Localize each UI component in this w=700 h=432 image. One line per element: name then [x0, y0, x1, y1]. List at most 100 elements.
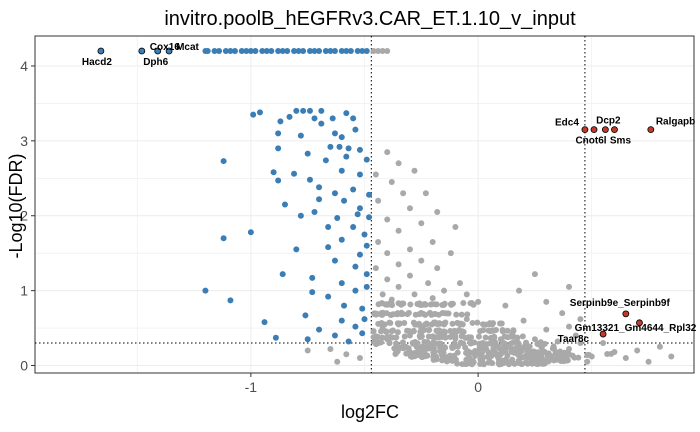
point-not-significant	[379, 47, 386, 54]
point-down-significant	[297, 212, 304, 219]
point-not-significant	[384, 47, 391, 54]
point-not-significant	[492, 326, 499, 333]
point-down-significant	[279, 271, 286, 278]
point-not-significant	[475, 298, 482, 305]
point-down-significant	[363, 156, 370, 163]
point-not-significant	[378, 339, 385, 346]
point-down-significant	[275, 47, 282, 54]
point-down-significant	[286, 113, 293, 120]
point-not-significant	[456, 280, 463, 287]
point-not-significant	[465, 334, 472, 341]
point-down-significant	[350, 223, 357, 230]
point-not-significant	[441, 300, 448, 307]
point-down-significant	[227, 297, 234, 304]
point-not-significant	[543, 298, 550, 305]
point-not-significant	[566, 283, 573, 290]
point-not-significant	[425, 280, 432, 287]
y-axis-ticks: 0 1 2 3 4	[20, 58, 35, 374]
point-down-significant	[256, 109, 263, 116]
point-not-significant	[425, 345, 432, 352]
point-down-significant	[291, 47, 298, 54]
point-down-significant	[338, 280, 345, 287]
point-not-significant	[510, 339, 517, 346]
point-labeled-edc4	[581, 126, 589, 134]
point-not-significant	[384, 216, 391, 223]
point-not-significant	[406, 246, 413, 253]
point-down-significant	[204, 47, 211, 54]
point-not-significant	[514, 339, 521, 346]
point-labeled-serpinb9e-serpinb9f	[622, 310, 630, 318]
point-down-significant	[300, 47, 307, 54]
x-tick-label: 0	[474, 379, 482, 395]
point-not-significant	[520, 317, 527, 324]
point-not-significant	[480, 327, 487, 334]
point-not-significant	[417, 301, 424, 308]
point-label-dcp2: Dcp2	[596, 116, 621, 127]
point-not-significant	[588, 353, 595, 360]
point-not-significant	[480, 361, 487, 368]
point-labeled-dph6	[154, 47, 162, 55]
point-down-significant	[220, 235, 227, 242]
point-not-significant	[464, 311, 471, 318]
point-not-significant	[505, 359, 512, 366]
point-down-significant	[272, 334, 279, 341]
point-not-significant	[419, 354, 426, 361]
point-not-significant	[543, 326, 550, 333]
point-down-significant	[345, 145, 352, 152]
point-down-significant	[247, 229, 254, 236]
point-not-significant	[622, 355, 629, 362]
point-not-significant	[554, 338, 561, 345]
point-down-significant	[354, 47, 361, 54]
point-down-significant	[331, 190, 338, 197]
point-not-significant	[565, 350, 572, 357]
point-not-significant	[406, 272, 413, 279]
point-down-significant	[363, 242, 370, 249]
point-not-significant	[497, 320, 504, 327]
point-not-significant	[467, 340, 474, 347]
point-not-significant	[453, 311, 460, 318]
point-not-significant	[370, 328, 377, 335]
point-down-significant	[363, 47, 370, 54]
point-not-significant	[394, 329, 401, 336]
point-not-significant	[463, 291, 470, 298]
point-down-significant	[338, 134, 345, 141]
point-labeled-dcp2	[601, 126, 609, 134]
point-not-significant	[634, 347, 641, 354]
point-not-significant	[430, 320, 437, 327]
point-not-significant	[429, 238, 436, 245]
point-not-significant	[395, 321, 402, 328]
point-down-significant	[281, 201, 288, 208]
point-label-edc4: Edc4	[555, 118, 579, 129]
point-not-significant	[433, 301, 440, 308]
point-down-significant	[334, 214, 341, 221]
point-not-significant	[645, 358, 652, 365]
point-not-significant	[668, 353, 675, 360]
point-not-significant	[390, 311, 397, 318]
point-not-significant	[577, 340, 584, 347]
point-not-significant	[566, 323, 573, 330]
point-down-significant	[304, 336, 311, 343]
point-down-significant	[311, 47, 318, 54]
point-not-significant	[474, 319, 481, 326]
point-down-significant	[359, 305, 366, 312]
point-not-significant	[433, 327, 440, 334]
y-tick-label: 1	[20, 283, 28, 299]
point-down-significant	[263, 47, 270, 54]
point-not-significant	[398, 311, 405, 318]
point-not-significant	[392, 350, 399, 357]
x-axis-ticks: -1 0	[245, 373, 482, 395]
point-not-significant	[393, 334, 400, 341]
point-not-significant	[577, 316, 584, 323]
point-not-significant	[373, 333, 380, 340]
point-not-significant	[375, 301, 382, 308]
point-down-significant	[275, 177, 282, 184]
point-down-significant	[366, 214, 373, 221]
point-not-significant	[388, 296, 395, 303]
point-not-significant	[519, 333, 526, 340]
point-down-significant	[331, 332, 338, 339]
point-down-significant	[259, 47, 266, 54]
chart-title: invitro.poolB_hEGFRv3.CAR_ET.1.10_v_inpu…	[164, 8, 576, 30]
point-not-significant	[511, 360, 518, 367]
point-not-significant	[432, 340, 439, 347]
